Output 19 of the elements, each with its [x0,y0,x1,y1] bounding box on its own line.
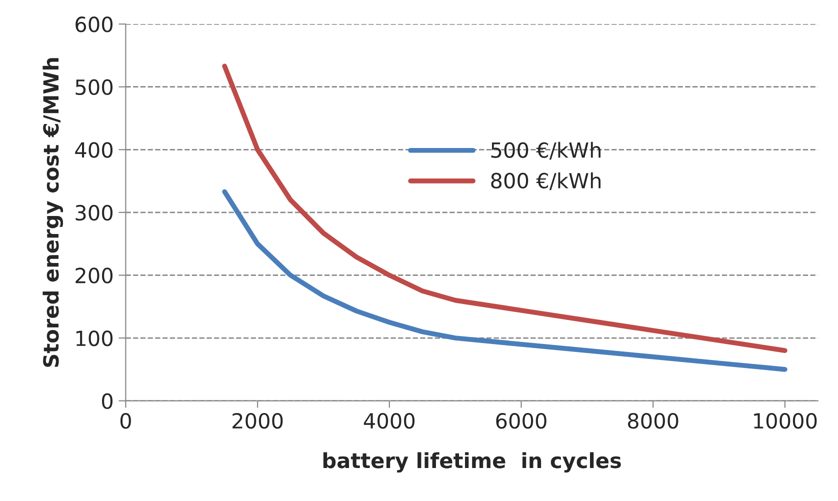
y-tick-label: 100 [76,330,113,346]
y-tick-label: 600 [76,16,113,32]
legend-label: 500 €/kWh [491,142,600,160]
line-series [222,189,788,372]
y-tick-label: 300 [76,204,113,221]
x-tick-label: 6000 [496,412,546,429]
y-tick-label: 500 [76,79,113,96]
legend-label: 800 €/kWh [491,172,600,190]
x-tick-label: 10000 [754,412,817,429]
y-tick-label: 200 [76,268,113,284]
y-axis-title: Stored energy cost €/MWh [42,58,64,367]
y-tick-label: 0 [102,393,113,410]
x-tick-label: 2000 [232,412,283,429]
x-tick-label: 4000 [364,412,415,429]
y-tick-label: 400 [75,142,113,158]
x-axis-title: battery lifetime in cycles [323,452,621,473]
x-tick-label: 0 [120,412,131,429]
x-tick-label: 8000 [628,412,678,429]
line-series [222,64,788,353]
